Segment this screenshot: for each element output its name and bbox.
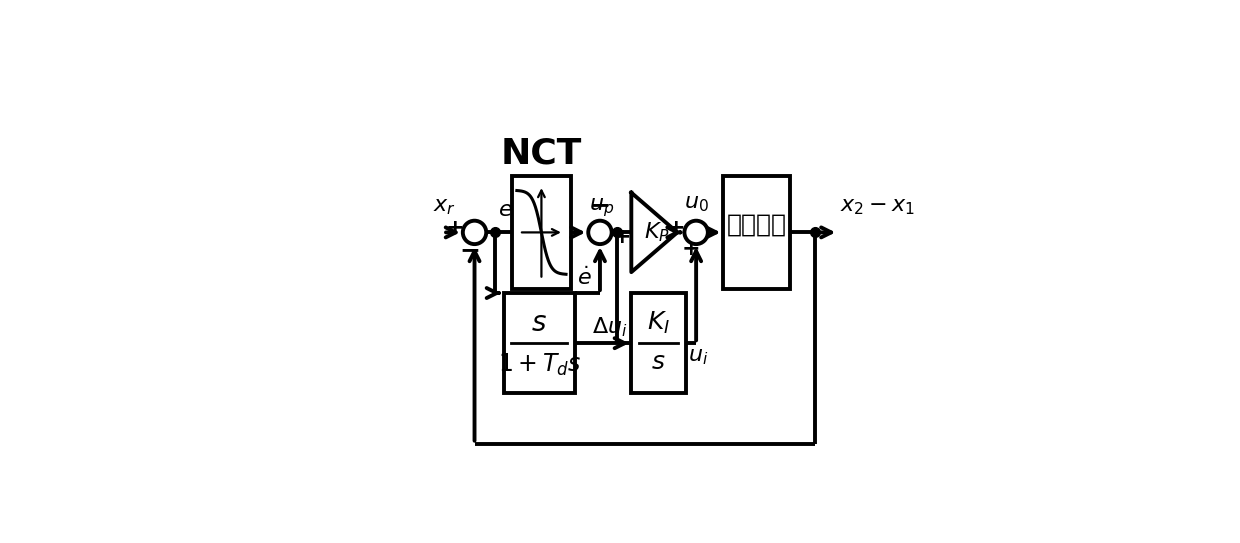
Text: $u_i$: $u_i$ bbox=[688, 348, 708, 368]
Text: +: + bbox=[667, 218, 686, 238]
Text: $x_r$: $x_r$ bbox=[433, 197, 456, 217]
Text: $u_0$: $u_0$ bbox=[683, 194, 708, 213]
Text: $s$: $s$ bbox=[651, 350, 666, 374]
Bar bbox=[503, 293, 575, 393]
Circle shape bbox=[588, 220, 611, 244]
Text: −: − bbox=[459, 238, 480, 262]
Text: $K_P$: $K_P$ bbox=[644, 220, 670, 244]
Text: $u_p$: $u_p$ bbox=[589, 196, 615, 219]
Circle shape bbox=[463, 220, 486, 244]
Bar bbox=[512, 176, 570, 289]
Bar bbox=[723, 176, 790, 289]
Bar bbox=[631, 293, 686, 393]
Text: +: + bbox=[682, 239, 701, 259]
Text: +: + bbox=[445, 218, 464, 238]
Text: $\Delta u_i$: $\Delta u_i$ bbox=[593, 315, 627, 339]
Text: 机械设备: 机械设备 bbox=[727, 213, 786, 237]
Text: $\dot{e}$: $\dot{e}$ bbox=[577, 266, 591, 289]
Text: $x_2-x_1$: $x_2-x_1$ bbox=[839, 197, 915, 217]
Text: $1+T_d s$: $1+T_d s$ bbox=[497, 352, 582, 378]
Text: $e$: $e$ bbox=[497, 200, 512, 220]
Polygon shape bbox=[631, 193, 677, 272]
Text: NCT: NCT bbox=[501, 136, 582, 171]
Text: $K_I$: $K_I$ bbox=[647, 310, 670, 336]
Circle shape bbox=[684, 220, 708, 244]
Text: +: + bbox=[613, 226, 631, 247]
Text: −: − bbox=[589, 193, 610, 217]
Text: $s$: $s$ bbox=[532, 309, 547, 337]
